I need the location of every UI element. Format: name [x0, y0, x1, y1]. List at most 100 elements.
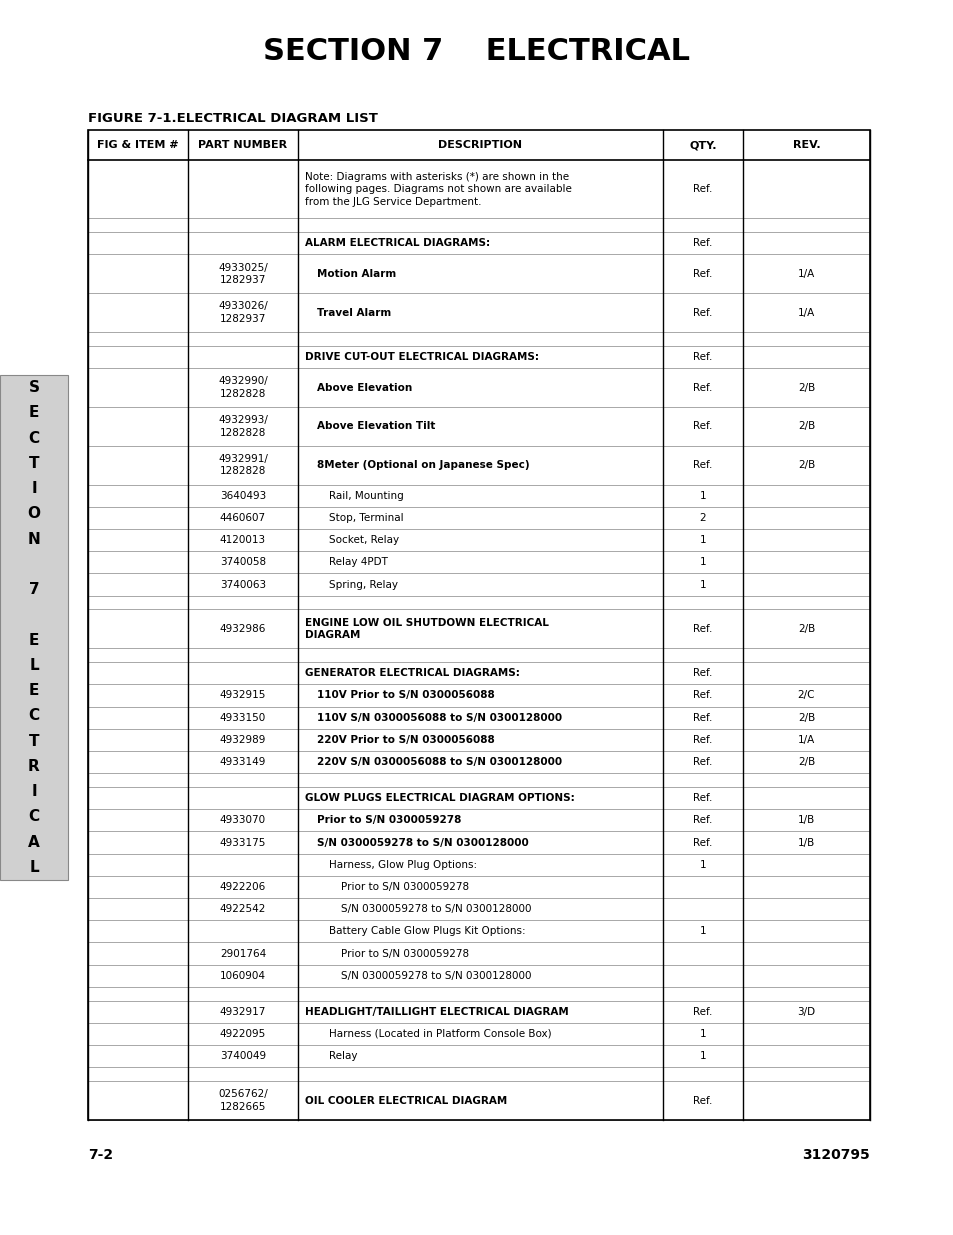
- Text: 3740049: 3740049: [220, 1051, 266, 1061]
- Text: S: S: [29, 380, 39, 395]
- Text: Ref.: Ref.: [693, 421, 712, 431]
- Text: Ref.: Ref.: [693, 184, 712, 194]
- Text: 110V Prior to S/N 0300056088: 110V Prior to S/N 0300056088: [316, 690, 495, 700]
- Text: Ref.: Ref.: [693, 713, 712, 722]
- Text: 0256762/
1282665: 0256762/ 1282665: [218, 1089, 268, 1112]
- Text: 4922095: 4922095: [219, 1029, 266, 1039]
- Text: 4120013: 4120013: [220, 535, 266, 545]
- Text: 1: 1: [699, 490, 705, 500]
- Text: 1: 1: [699, 1051, 705, 1061]
- Text: S/N 0300059278 to S/N 0300128000: S/N 0300059278 to S/N 0300128000: [340, 904, 531, 914]
- Text: E: E: [29, 632, 39, 647]
- Text: 1: 1: [699, 926, 705, 936]
- Text: 4932915: 4932915: [219, 690, 266, 700]
- Text: 4932990/
1282828: 4932990/ 1282828: [218, 377, 268, 399]
- Text: 8Meter (Optional on Japanese Spec): 8Meter (Optional on Japanese Spec): [316, 461, 529, 471]
- Text: 220V Prior to S/N 0300056088: 220V Prior to S/N 0300056088: [316, 735, 495, 745]
- Text: Ref.: Ref.: [693, 238, 712, 248]
- Text: C: C: [29, 431, 39, 446]
- Text: I: I: [31, 482, 37, 496]
- Text: 2/B: 2/B: [797, 757, 814, 767]
- Text: Ref.: Ref.: [693, 668, 712, 678]
- Text: Ref.: Ref.: [693, 837, 712, 847]
- Text: I: I: [31, 784, 37, 799]
- Text: 4933175: 4933175: [219, 837, 266, 847]
- Text: 1/A: 1/A: [797, 735, 814, 745]
- Text: Prior to S/N 0300059278: Prior to S/N 0300059278: [316, 815, 461, 825]
- Text: S/N 0300059278 to S/N 0300128000: S/N 0300059278 to S/N 0300128000: [316, 837, 528, 847]
- Text: 1/A: 1/A: [797, 269, 814, 279]
- Text: Ref.: Ref.: [693, 269, 712, 279]
- Text: O: O: [28, 506, 40, 521]
- Text: 4933025/
1282937: 4933025/ 1282937: [218, 263, 268, 285]
- Text: E: E: [29, 683, 39, 698]
- Text: C: C: [29, 809, 39, 825]
- Text: 4932989: 4932989: [219, 735, 266, 745]
- Text: 4460607: 4460607: [220, 513, 266, 522]
- Text: ENGINE LOW OIL SHUTDOWN ELECTRICAL
DIAGRAM: ENGINE LOW OIL SHUTDOWN ELECTRICAL DIAGR…: [305, 618, 548, 640]
- Text: 4922542: 4922542: [219, 904, 266, 914]
- Text: 1/A: 1/A: [797, 308, 814, 317]
- Text: SECTION 7    ELECTRICAL: SECTION 7 ELECTRICAL: [263, 37, 690, 67]
- Text: Ref.: Ref.: [693, 461, 712, 471]
- Text: 3/D: 3/D: [797, 1007, 815, 1016]
- Bar: [0, 375, 68, 881]
- Text: Harness, Glow Plug Options:: Harness, Glow Plug Options:: [329, 860, 476, 869]
- Text: L: L: [30, 658, 39, 673]
- Text: GLOW PLUGS ELECTRICAL DIAGRAM OPTIONS:: GLOW PLUGS ELECTRICAL DIAGRAM OPTIONS:: [305, 793, 574, 803]
- Text: 4933026/
1282937: 4933026/ 1282937: [218, 301, 268, 324]
- Text: 1: 1: [699, 860, 705, 869]
- Text: DRIVE CUT-OUT ELECTRICAL DIAGRAMS:: DRIVE CUT-OUT ELECTRICAL DIAGRAMS:: [305, 352, 538, 362]
- Text: Harness (Located in Platform Console Box): Harness (Located in Platform Console Box…: [329, 1029, 551, 1039]
- Text: 7-2: 7-2: [88, 1149, 113, 1162]
- Text: 2/B: 2/B: [797, 713, 814, 722]
- Text: 4932917: 4932917: [219, 1007, 266, 1016]
- Text: 3740058: 3740058: [220, 557, 266, 567]
- Text: 1060904: 1060904: [220, 971, 266, 981]
- Text: T: T: [29, 734, 39, 748]
- Bar: [88, 130, 869, 1120]
- Text: 1: 1: [699, 579, 705, 589]
- Text: 1/B: 1/B: [797, 815, 814, 825]
- Text: Ref.: Ref.: [693, 690, 712, 700]
- Text: 3740063: 3740063: [220, 579, 266, 589]
- Text: Ref.: Ref.: [693, 1095, 712, 1105]
- Text: Above Elevation Tilt: Above Elevation Tilt: [316, 421, 435, 431]
- Text: 1: 1: [699, 557, 705, 567]
- Text: 7: 7: [29, 582, 39, 598]
- Text: Above Elevation: Above Elevation: [316, 383, 412, 393]
- Text: E: E: [29, 405, 39, 420]
- Text: Ref.: Ref.: [693, 1007, 712, 1016]
- Text: Prior to S/N 0300059278: Prior to S/N 0300059278: [340, 882, 469, 892]
- Text: 4932986: 4932986: [219, 624, 266, 634]
- Text: HEADLIGHT/TAILLIGHT ELECTRICAL DIAGRAM: HEADLIGHT/TAILLIGHT ELECTRICAL DIAGRAM: [305, 1007, 568, 1016]
- Text: 2/C: 2/C: [797, 690, 815, 700]
- Text: 1: 1: [699, 1029, 705, 1039]
- Text: Motion Alarm: Motion Alarm: [316, 269, 395, 279]
- Text: Travel Alarm: Travel Alarm: [316, 308, 391, 317]
- Text: 4922206: 4922206: [219, 882, 266, 892]
- Text: Prior to S/N 0300059278: Prior to S/N 0300059278: [340, 948, 469, 958]
- Text: 2/B: 2/B: [797, 461, 814, 471]
- Text: C: C: [29, 709, 39, 724]
- Text: Ref.: Ref.: [693, 815, 712, 825]
- Text: 4933150: 4933150: [219, 713, 266, 722]
- Text: OIL COOLER ELECTRICAL DIAGRAM: OIL COOLER ELECTRICAL DIAGRAM: [305, 1095, 507, 1105]
- Text: 3640493: 3640493: [219, 490, 266, 500]
- Text: R: R: [28, 758, 40, 774]
- Text: 2901764: 2901764: [219, 948, 266, 958]
- Text: 3120795: 3120795: [801, 1149, 869, 1162]
- Text: Ref.: Ref.: [693, 735, 712, 745]
- Text: Battery Cable Glow Plugs Kit Options:: Battery Cable Glow Plugs Kit Options:: [329, 926, 525, 936]
- Text: Stop, Terminal: Stop, Terminal: [329, 513, 403, 522]
- Text: 2/B: 2/B: [797, 421, 814, 431]
- Text: ALARM ELECTRICAL DIAGRAMS:: ALARM ELECTRICAL DIAGRAMS:: [305, 238, 490, 248]
- Text: 4932991/
1282828: 4932991/ 1282828: [218, 454, 268, 477]
- Text: Ref.: Ref.: [693, 757, 712, 767]
- Text: 4933070: 4933070: [220, 815, 266, 825]
- Text: FIGURE 7-1.ELECTRICAL DIAGRAM LIST: FIGURE 7-1.ELECTRICAL DIAGRAM LIST: [88, 111, 377, 125]
- Text: 2/B: 2/B: [797, 383, 814, 393]
- Text: A: A: [28, 835, 40, 850]
- Text: Ref.: Ref.: [693, 308, 712, 317]
- Text: Spring, Relay: Spring, Relay: [329, 579, 397, 589]
